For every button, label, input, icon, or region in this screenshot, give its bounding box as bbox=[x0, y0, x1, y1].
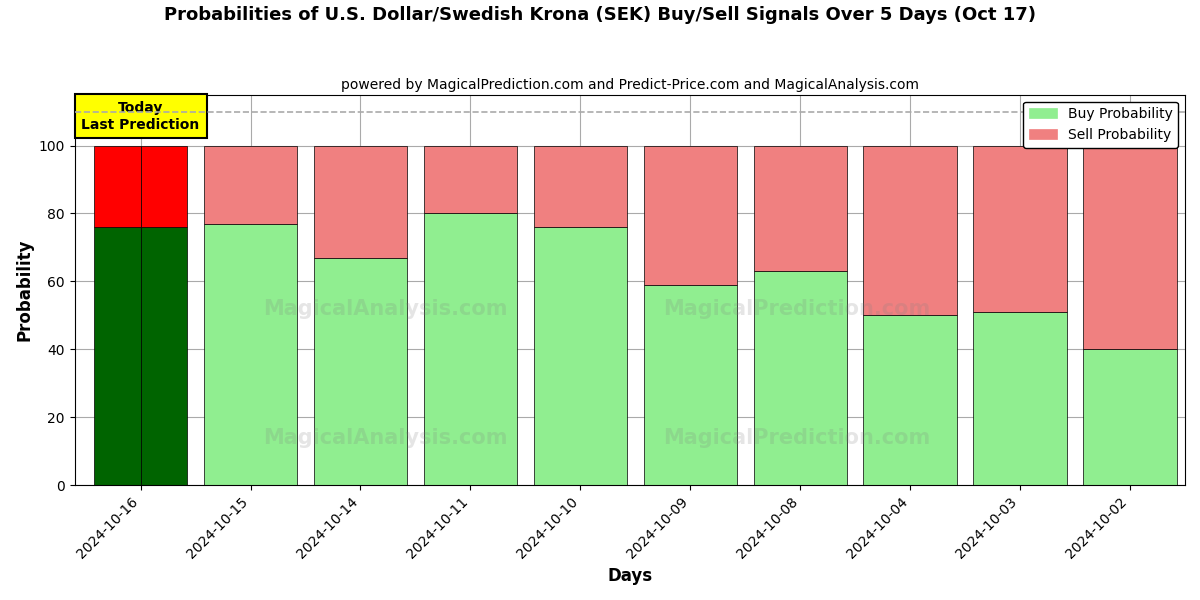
Bar bbox=[95, 146, 140, 227]
Text: Today
Last Prediction: Today Last Prediction bbox=[82, 101, 199, 131]
Text: MagicalPrediction.com: MagicalPrediction.com bbox=[662, 299, 930, 319]
Bar bbox=[95, 227, 140, 485]
Bar bbox=[424, 146, 517, 214]
Bar bbox=[754, 146, 847, 271]
Bar bbox=[1084, 146, 1177, 349]
Bar bbox=[204, 224, 298, 485]
Bar bbox=[313, 146, 407, 257]
Bar bbox=[864, 146, 956, 316]
Bar bbox=[140, 146, 187, 227]
Text: Probabilities of U.S. Dollar/Swedish Krona (SEK) Buy/Sell Signals Over 5 Days (O: Probabilities of U.S. Dollar/Swedish Kro… bbox=[164, 6, 1036, 24]
Bar bbox=[534, 146, 628, 227]
Bar bbox=[313, 257, 407, 485]
Bar bbox=[973, 312, 1067, 485]
Title: powered by MagicalPrediction.com and Predict-Price.com and MagicalAnalysis.com: powered by MagicalPrediction.com and Pre… bbox=[341, 78, 919, 92]
Bar bbox=[973, 146, 1067, 312]
Bar bbox=[1084, 349, 1177, 485]
Y-axis label: Probability: Probability bbox=[16, 239, 34, 341]
Bar bbox=[643, 285, 737, 485]
Bar bbox=[424, 214, 517, 485]
Text: MagicalAnalysis.com: MagicalAnalysis.com bbox=[263, 428, 508, 448]
Bar bbox=[643, 146, 737, 285]
Legend: Buy Probability, Sell Probability: Buy Probability, Sell Probability bbox=[1024, 101, 1178, 148]
Text: MagicalPrediction.com: MagicalPrediction.com bbox=[662, 428, 930, 448]
Bar bbox=[204, 146, 298, 224]
Bar bbox=[864, 316, 956, 485]
Bar bbox=[754, 271, 847, 485]
Bar bbox=[140, 227, 187, 485]
Bar bbox=[534, 227, 628, 485]
X-axis label: Days: Days bbox=[607, 567, 653, 585]
Text: MagicalAnalysis.com: MagicalAnalysis.com bbox=[263, 299, 508, 319]
